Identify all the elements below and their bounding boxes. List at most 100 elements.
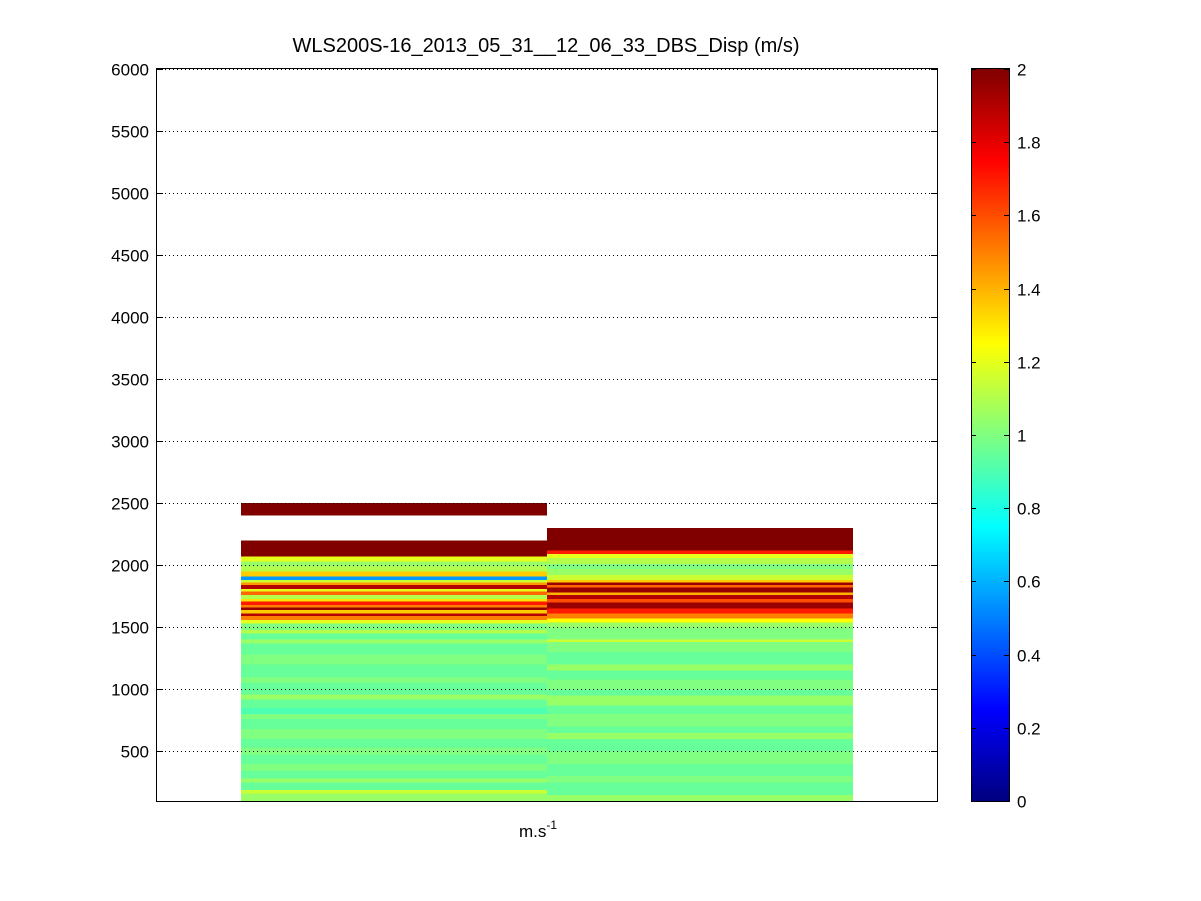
heatmap-cell	[547, 613, 853, 619]
heatmap-cell	[241, 763, 547, 772]
colorbar-tick-label: 1.2	[1017, 354, 1041, 373]
plot-frame	[156, 68, 938, 802]
colorbar: 0 0.2 0.4 0.6 0.8 1 1.2 1.4 1.6 1.8 2	[971, 61, 1041, 812]
heatmap-cell	[241, 580, 547, 583]
heatmap-cell	[547, 652, 853, 665]
heatmap-cell	[241, 613, 547, 617]
heatmap-cell	[547, 782, 853, 795]
heatmap-cell	[241, 556, 547, 562]
heatmap-cells	[241, 503, 853, 801]
heatmap-cell	[547, 639, 853, 643]
heatmap-cell	[241, 789, 547, 794]
heatmap-cell	[241, 609, 547, 614]
heatmap-cell	[241, 607, 547, 610]
colorbar-tick-label: 1.8	[1017, 134, 1041, 153]
heatmap-cell	[547, 568, 853, 576]
heatmap-cell	[241, 747, 547, 756]
heatmap-cell	[547, 564, 853, 569]
heatmap-cell	[241, 619, 547, 624]
heatmap-cell	[241, 604, 547, 608]
y-tick-label: 2000	[111, 557, 149, 576]
heatmap-cell	[241, 729, 547, 739]
heatmap-cell	[241, 582, 547, 586]
heatmap-cell	[547, 763, 853, 777]
colorbar-tick-label: 1	[1017, 427, 1026, 446]
heatmap-cell	[547, 550, 853, 555]
colorbar-tick-label: 0.4	[1017, 647, 1041, 666]
heatmap-cell	[241, 503, 547, 516]
y-axis-ticks: 500 1000 1500 2000 2500 3000 3500 4000 4500 5000 5…	[111, 61, 937, 762]
heatmap-cell	[241, 601, 547, 605]
heatmap-cell	[547, 794, 853, 801]
heatmap-cell	[241, 782, 547, 790]
heatmap-cell	[547, 714, 853, 727]
heatmap-cell	[241, 561, 547, 567]
heatmap-cell	[241, 654, 547, 665]
y-tick-label: 5000	[111, 185, 149, 204]
heatmap-cell	[241, 616, 547, 620]
heatmap-cell	[547, 695, 853, 706]
heatmap-cell	[241, 566, 547, 572]
colorbar-tick-label: 1.4	[1017, 281, 1041, 300]
heatmap-cell	[241, 639, 547, 644]
y-tick-label: 1500	[111, 619, 149, 638]
y-tick-label: 4500	[111, 247, 149, 266]
heatmap-cell	[241, 707, 547, 715]
heatmap-cell	[547, 557, 853, 565]
heatmap-cell	[241, 576, 547, 581]
y-tick-label: 4000	[111, 309, 149, 328]
heatmap-cell	[547, 642, 853, 653]
heatmap-cell	[547, 587, 853, 593]
heatmap-cell	[547, 592, 853, 596]
heatmap-cell	[241, 683, 547, 695]
heatmap-cell	[241, 664, 547, 677]
heatmap-cell	[241, 629, 547, 634]
y-tick-label: 1000	[111, 681, 149, 700]
y-tick-label: 3500	[111, 371, 149, 390]
y-tick-label: 2500	[111, 495, 149, 514]
heatmap-cell	[547, 627, 853, 640]
heatmap-cell	[241, 694, 547, 700]
heatmap-cell	[547, 608, 853, 614]
heatmap-cell	[547, 580, 853, 583]
heatmap-cell	[547, 679, 853, 690]
heatmap-cell	[547, 726, 853, 733]
heatmap-cell	[241, 571, 547, 577]
heatmap-cell	[547, 602, 853, 609]
x-axis-label-exponent: -1	[546, 818, 557, 832]
y-tick-label: 6000	[111, 61, 149, 80]
heatmap-cell	[547, 582, 853, 586]
colorbar-tick-label: 0	[1017, 793, 1026, 812]
heatmap-cell	[241, 623, 547, 630]
heatmap-cell	[547, 705, 853, 715]
heatmap-cell	[547, 575, 853, 581]
heatmap-cell	[547, 776, 853, 783]
y-tick-label: 3000	[111, 433, 149, 452]
heatmap-cell	[547, 618, 853, 623]
heatmap-cell	[241, 598, 547, 602]
heatmap-cell	[547, 554, 853, 558]
heatmap-cell	[547, 732, 853, 739]
heatmap-cell	[241, 591, 547, 596]
chart-title: WLS200S-16_2013_05_31__12_06_33_DBS_Disp…	[292, 35, 799, 57]
heatmap-cell	[241, 643, 547, 655]
heatmap-cell	[241, 771, 547, 779]
y-tick-label: 500	[121, 743, 149, 762]
x-axis-label-base: m.s	[519, 822, 546, 841]
colorbar-tick-label: 0.8	[1017, 500, 1041, 519]
heatmap-cell	[547, 738, 853, 752]
x-axis-label: m.s-1	[519, 818, 557, 841]
heatmap-cell	[241, 755, 547, 764]
heatmap-cell	[241, 540, 547, 557]
heatmap-cell	[547, 595, 853, 599]
colorbar-gradient	[971, 69, 1009, 801]
heatmap-cell	[547, 585, 853, 588]
colorbar-tick-label: 1.6	[1017, 207, 1041, 226]
heatmap-cell	[241, 633, 547, 640]
heatmap-cell	[547, 670, 853, 680]
heatmap-cell	[241, 714, 547, 720]
colorbar-tick-label: 0.2	[1017, 720, 1041, 739]
heatmap-cell	[241, 738, 547, 748]
heatmap-cell	[241, 699, 547, 708]
